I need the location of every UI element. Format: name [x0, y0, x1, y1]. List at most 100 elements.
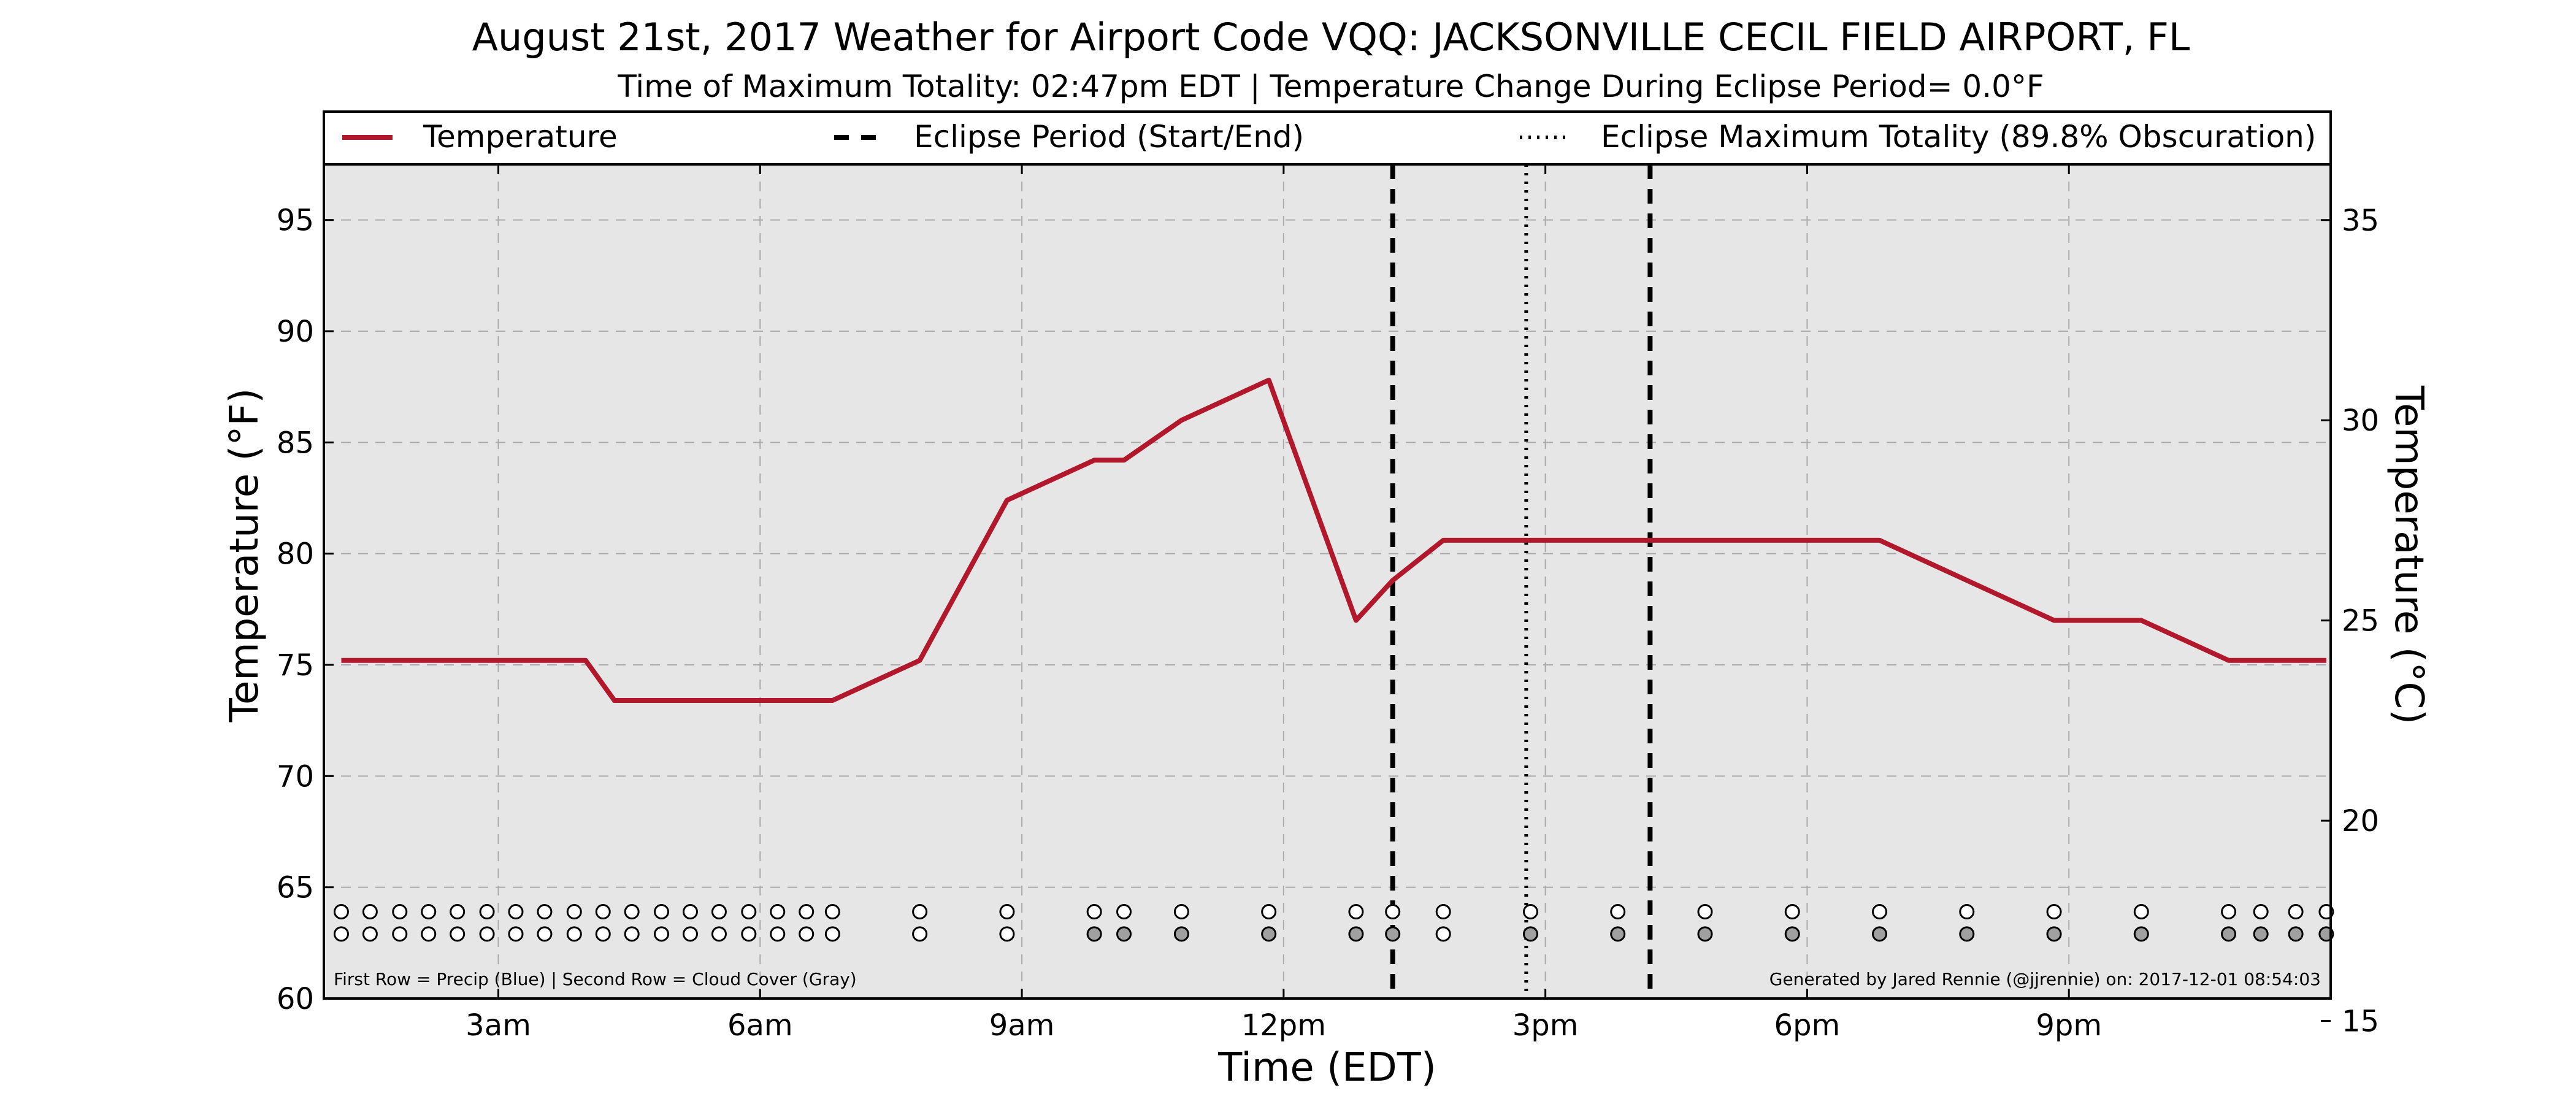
cloud-cover-marker: [1385, 926, 1401, 942]
x-tick-label: 9pm: [2036, 1008, 2102, 1043]
precip-marker: [824, 904, 840, 920]
precip-marker: [1173, 904, 1189, 920]
legend-box: [323, 110, 2332, 166]
chart-title: August 21st, 2017 Weather for Airport Co…: [472, 15, 2190, 59]
precip-marker: [1086, 904, 1102, 920]
y-tick-label: 70: [277, 759, 314, 794]
precip-marker: [333, 904, 349, 920]
precip-marker: [1610, 904, 1626, 920]
precip-marker: [799, 904, 815, 920]
precip-marker: [2288, 904, 2304, 920]
precip-marker: [741, 904, 757, 920]
cloud-cover-marker: [362, 926, 378, 942]
x-axis-ticks: 3am 6am 9am 12pm 3pm 6pm 9pm: [466, 164, 2102, 1043]
x-tick-label: 6pm: [1774, 1008, 1841, 1043]
precip-marker: [1385, 904, 1401, 920]
cloud-cover-marker: [1348, 926, 1364, 942]
x-tick-label: 3am: [466, 1008, 531, 1043]
y-tick-label: 75: [277, 648, 314, 683]
precip-marker: [595, 904, 611, 920]
precip-marker: [450, 904, 466, 920]
legend-label-eclipse-max: Eclipse Maximum Totality (89.8% Obscurat…: [1601, 119, 2316, 155]
cloud-cover-marker: [1959, 926, 1975, 942]
y-right-tick-label: 20: [2342, 804, 2379, 838]
cloud-cover-marker: [624, 926, 640, 942]
cloud-cover-marker: [450, 926, 466, 942]
precip-marker: [624, 904, 640, 920]
cloud-cover-marker: [421, 926, 437, 942]
cloud-cover-marker: [1435, 926, 1451, 942]
precip-marker: [392, 904, 408, 920]
cloud-cover-marker: [1872, 926, 1888, 942]
cloud-cover-marker: [999, 926, 1015, 942]
y-tick-label: 65: [277, 871, 314, 905]
cloud-cover-marker: [741, 926, 757, 942]
precip-marker: [1522, 904, 1538, 920]
plot-background: [324, 164, 2331, 999]
precip-marker: [508, 904, 524, 920]
weather-markers: [333, 904, 2334, 942]
cloud-cover-marker: [1522, 926, 1538, 942]
legend-label-eclipse-period: Eclipse Period (Start/End): [914, 119, 1304, 155]
chart-subtitle: Time of Maximum Totality: 02:47pm EDT | …: [617, 69, 2044, 104]
precip-marker: [1959, 904, 1975, 920]
precip-marker: [1116, 904, 1132, 920]
x-axis-label: Time (EDT): [1217, 1045, 1436, 1091]
y-axis-label-right: Temperature (°C): [2386, 385, 2431, 724]
y-tick-label: 80: [277, 537, 314, 572]
cloud-cover-marker: [1697, 926, 1713, 942]
y-axis-ticks-right: 15 20 25 30 35: [2321, 204, 2379, 1039]
cloud-cover-marker: [508, 926, 524, 942]
precip-marker: [1261, 904, 1277, 920]
x-tick-label: 9am: [989, 1008, 1055, 1043]
precip-marker: [711, 904, 727, 920]
cloud-cover-marker: [1784, 926, 1800, 942]
y-right-tick-label: 35: [2342, 204, 2379, 238]
precip-marker: [362, 904, 378, 920]
cloud-cover-marker: [682, 926, 698, 942]
cloud-cover-marker: [2046, 926, 2062, 942]
cloud-cover-marker: [566, 926, 582, 942]
cloud-cover-marker: [2221, 926, 2237, 942]
cloud-cover-marker: [1173, 926, 1189, 942]
temperature-line: [341, 377, 2326, 703]
y-axis-ticks-left: 60 65 70 75 80 85 90 95: [277, 204, 334, 1016]
cloud-cover-marker: [1086, 926, 1102, 942]
legend-label-temperature: Temperature: [423, 119, 618, 155]
precip-marker: [566, 904, 582, 920]
y-tick-label: 60: [277, 982, 314, 1016]
cloud-cover-marker: [392, 926, 408, 942]
y-right-tick-label: 30: [2342, 404, 2379, 438]
y-right-tick-label: 25: [2342, 604, 2379, 638]
y-tick-label: 90: [277, 315, 314, 349]
precip-marker: [654, 904, 670, 920]
grid-lines: [324, 164, 2331, 999]
precip-marker: [421, 904, 437, 920]
cloud-cover-marker: [2133, 926, 2149, 942]
cloud-cover-marker: [479, 926, 495, 942]
precip-marker: [912, 904, 928, 920]
precip-marker: [1784, 904, 1800, 920]
cloud-cover-marker: [1261, 926, 1277, 942]
cloud-cover-marker: [824, 926, 840, 942]
cloud-cover-marker: [1116, 926, 1132, 942]
precip-marker: [2253, 904, 2269, 920]
y-right-tick-label: 15: [2342, 1005, 2379, 1039]
precip-marker: [1435, 904, 1451, 920]
precip-marker: [537, 904, 553, 920]
y-tick-label: 85: [277, 426, 314, 460]
cloud-cover-marker: [770, 926, 786, 942]
cloud-cover-marker: [537, 926, 553, 942]
cloud-cover-marker: [711, 926, 727, 942]
footnote-left: First Row = Precip (Blue) | Second Row =…: [334, 969, 857, 989]
cloud-cover-marker: [595, 926, 611, 942]
precip-marker: [1697, 904, 1713, 920]
y-axis-label-left: Temperature (°F): [222, 388, 267, 723]
precip-marker: [1872, 904, 1888, 920]
precip-marker: [1348, 904, 1364, 920]
precip-marker: [2133, 904, 2149, 920]
precip-marker: [682, 904, 698, 920]
cloud-cover-marker: [333, 926, 349, 942]
cloud-cover-marker: [2288, 926, 2304, 942]
